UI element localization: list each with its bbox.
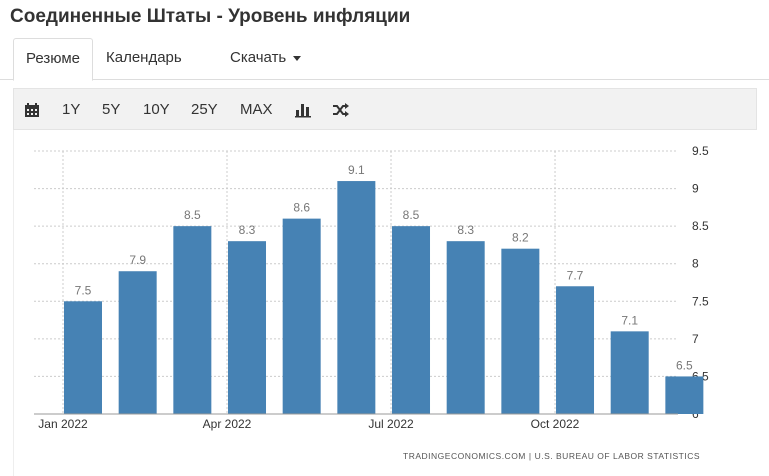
chart-toolbar: 1Y 5Y 10Y 25Y MAX xyxy=(13,88,757,130)
source-site[interactable]: TRADINGECONOMICS.COM xyxy=(403,451,526,461)
bar-feb-2022[interactable] xyxy=(118,271,157,414)
range-10y-button[interactable]: 10Y xyxy=(143,101,170,118)
caret-down-icon xyxy=(293,55,302,61)
tab-bar: Резюме Календарь Скачать xyxy=(0,38,769,81)
bar-jan-2022[interactable] xyxy=(64,301,102,414)
x-tick-label: Apr 2022 xyxy=(203,417,252,431)
x-tick-label: Jan 2022 xyxy=(38,417,88,431)
range-1y-button[interactable]: 1Y xyxy=(62,101,81,118)
bar-data-label: 6.5 xyxy=(676,358,693,372)
bar-data-label: 9.1 xyxy=(348,163,365,177)
bar-nov-2022[interactable] xyxy=(610,331,649,414)
bar-may-2022[interactable] xyxy=(282,218,321,414)
bar-jul-2022[interactable] xyxy=(392,226,431,414)
bar-data-label: 8.6 xyxy=(293,201,310,215)
bar-data-label: 8.5 xyxy=(184,208,201,222)
bar-jun-2022[interactable] xyxy=(337,181,376,414)
tab-download-label: Скачать xyxy=(230,49,287,66)
x-tick-label: Oct 2022 xyxy=(531,417,580,431)
bar-data-label: 7.1 xyxy=(621,313,638,327)
calendar-icon[interactable] xyxy=(24,102,40,118)
page-title: Соединенные Штаты - Уровень инфляции xyxy=(10,6,411,27)
bar-sep-2022[interactable] xyxy=(501,248,540,414)
bar-data-label: 8.5 xyxy=(403,208,420,222)
source-separator: | xyxy=(528,451,532,461)
bar-data-label: 8.3 xyxy=(457,223,474,237)
tab-download[interactable]: Скачать xyxy=(230,38,302,78)
y-tick-label: 8 xyxy=(692,257,699,271)
range-max-button[interactable]: MAX xyxy=(240,101,273,118)
y-tick-label: 7.5 xyxy=(692,294,709,308)
bar-data-label: 7.9 xyxy=(129,253,146,267)
y-tick-label: 7 xyxy=(692,332,699,346)
bar-apr-2022[interactable] xyxy=(228,241,267,414)
bar-oct-2022[interactable] xyxy=(556,286,595,414)
tab-calendar[interactable]: Календарь xyxy=(106,49,182,66)
y-tick-label: 9 xyxy=(692,182,699,196)
bar-chart-icon[interactable] xyxy=(295,102,311,118)
bar-data-label: 8.3 xyxy=(239,223,256,237)
range-5y-button[interactable]: 5Y xyxy=(102,101,121,118)
chart-source: TRADINGECONOMICS.COM | U.S. BUREAU OF LABO… xyxy=(403,451,700,461)
bar-data-label: 8.2 xyxy=(512,231,529,245)
bar-mar-2022[interactable] xyxy=(173,226,212,414)
source-agency: U.S. BUREAU OF LABOR STATISTICS xyxy=(534,451,700,461)
shuffle-icon[interactable] xyxy=(332,102,349,118)
bar-data-label: 7.7 xyxy=(567,268,584,282)
y-tick-label: 9.5 xyxy=(692,144,709,158)
range-25y-button[interactable]: 25Y xyxy=(191,101,218,118)
bar-dec-2022[interactable] xyxy=(665,376,704,414)
bar-aug-2022[interactable] xyxy=(446,241,485,414)
tab-summary[interactable]: Резюме xyxy=(13,38,93,81)
y-tick-label: 8.5 xyxy=(692,219,709,233)
bar-data-label: 7.5 xyxy=(75,283,92,297)
x-tick-label: Jul 2022 xyxy=(368,417,414,431)
